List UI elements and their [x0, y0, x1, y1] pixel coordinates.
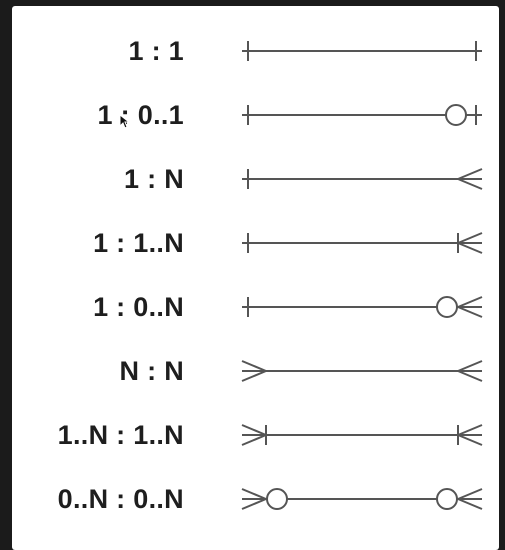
connector-graphic [242, 232, 483, 254]
relationship-row-1-n: 1 : N [12, 154, 499, 204]
left-crow-foot-upper [241, 360, 267, 372]
right-crow-foot-lower [457, 178, 483, 190]
right-zero-circle [445, 104, 467, 126]
right-crow-foot-upper [457, 360, 483, 372]
relationship-legend-panel: 1 : 1 1 : 0..1 1 : N 1 : 1..N 1 : 0..N N… [12, 6, 499, 550]
left-crow-foot-upper [241, 488, 267, 500]
mouse-cursor-icon [119, 114, 131, 129]
connector-graphic [241, 424, 483, 446]
relationship-row-1-0-n: 1 : 0..N [12, 282, 499, 332]
right-crow-foot-lower [457, 434, 483, 446]
left-crow-foot-lower [241, 498, 267, 510]
right-crow-foot-lower [457, 498, 483, 510]
relationship-row-1-1-n: 1 : 1..N [12, 218, 499, 268]
right-zero-circle [436, 296, 458, 318]
right-crow-foot-lower [457, 242, 483, 254]
left-crow-foot-lower [241, 434, 267, 446]
right-crow-foot-lower [457, 370, 483, 382]
right-crow-foot-upper [457, 424, 483, 436]
right-crow-foot-upper [457, 296, 483, 308]
relationship-row-1-0-1: 1 : 0..1 [12, 90, 499, 140]
relationship-label: 0..N : 0..N [57, 484, 184, 514]
connector-graphic [242, 41, 482, 61]
connector-graphic [241, 360, 483, 382]
relationship-label: 1 : 0..1 [97, 100, 184, 130]
right-crow-foot-upper [457, 488, 483, 500]
relationship-row-1n-1n: 1..N : 1..N [12, 410, 499, 460]
relationship-connector [237, 282, 487, 332]
left-crow-foot-upper [241, 424, 267, 436]
relationship-row-0n-0n: 0..N : 0..N [12, 474, 499, 524]
relationship-connector [237, 26, 487, 76]
left-crow-foot-lower [241, 370, 267, 382]
relationship-label: N : N [119, 356, 184, 386]
relationship-connector [237, 474, 487, 524]
connector-graphic [242, 168, 483, 190]
connector-graphic [241, 488, 483, 510]
relationship-connector [237, 410, 487, 460]
relationship-connector [237, 218, 487, 268]
relationship-row-n-n: N : N [12, 346, 499, 396]
right-zero-circle [436, 488, 458, 510]
relationship-connector [237, 154, 487, 204]
relationship-row-1-1: 1 : 1 [12, 26, 499, 76]
left-zero-circle [266, 488, 288, 510]
connector-graphic [242, 104, 482, 126]
relationship-label: 1..N : 1..N [57, 420, 184, 450]
relationship-label: 1 : 0..N [93, 292, 184, 322]
relationship-label: 1 : N [123, 164, 184, 194]
right-crow-foot-lower [457, 306, 483, 318]
relationship-connector [237, 346, 487, 396]
right-crow-foot-upper [457, 232, 483, 244]
relationship-connector [237, 90, 487, 140]
connector-graphic [242, 296, 483, 318]
relationship-label: 1 : 1..N [93, 228, 184, 258]
right-crow-foot-upper [457, 168, 483, 180]
relationship-label: 1 : 1 [128, 36, 184, 66]
